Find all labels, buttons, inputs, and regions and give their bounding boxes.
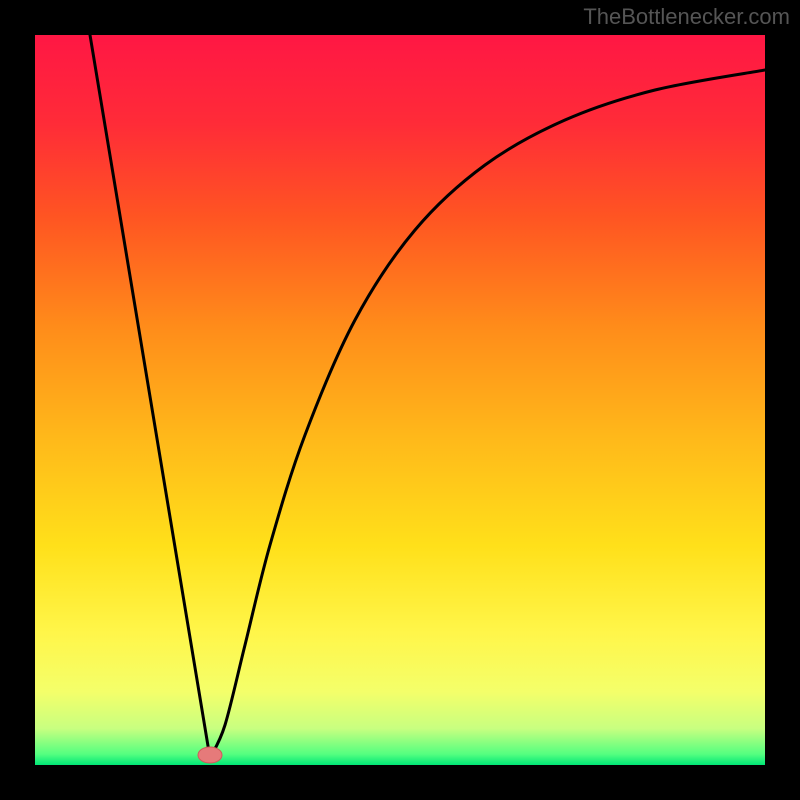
bottleneck-curve (90, 35, 765, 758)
chart-frame: TheBottlenecker.com (0, 0, 800, 800)
optimum-marker (198, 747, 222, 763)
plot-area (35, 35, 765, 765)
attribution-text: TheBottlenecker.com (583, 4, 790, 30)
curve-layer (35, 35, 765, 765)
